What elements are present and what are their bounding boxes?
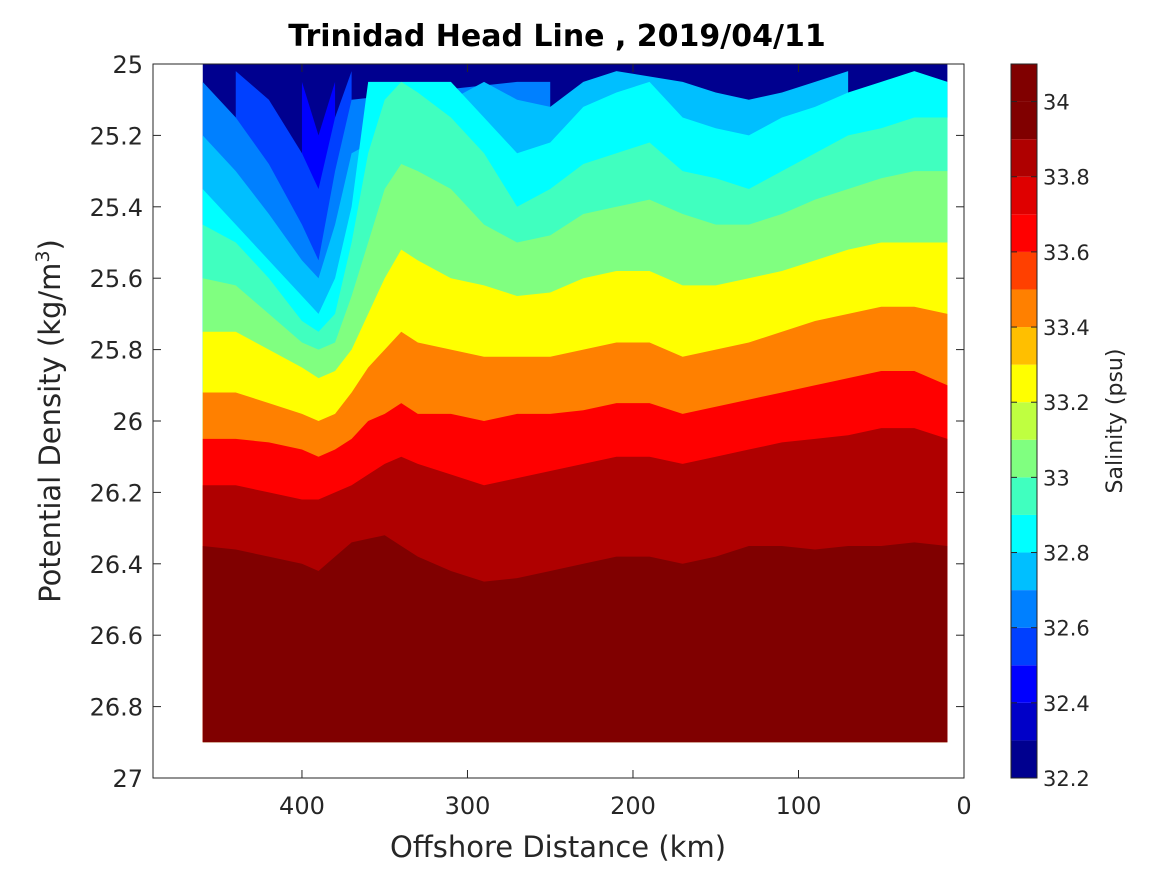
colorbar-band — [1011, 402, 1037, 440]
y-axis-label-main: Potential Density (kg/m — [33, 263, 67, 603]
y-tick-label: 25.4 — [90, 194, 143, 222]
y-tick-label: 27 — [112, 765, 143, 793]
colorbar-tick-label: 32.8 — [1043, 542, 1090, 566]
y-tick-label: 26.8 — [90, 694, 143, 722]
colorbar-tick-label: 33.2 — [1043, 391, 1090, 415]
y-axis-label: Potential Density (kg/m3) — [32, 239, 67, 603]
colorbar-tick-label: 32.6 — [1043, 617, 1090, 641]
y-tick-label: 26.4 — [90, 551, 143, 579]
colorbar-tick-label: 32.2 — [1043, 767, 1090, 791]
y-axis-label-close: ) — [33, 239, 67, 250]
x-axis-label: Offshore Distance (km) — [390, 830, 726, 864]
plot-area: 400 300 200 100 0 25 25.2 25.4 25.6 25.8 26 26.2 26… — [90, 51, 972, 820]
x-tick-label: 300 — [445, 792, 491, 820]
colorbar-band — [1011, 702, 1037, 741]
colorbar-band — [1011, 627, 1037, 666]
colorbar-band — [1011, 327, 1037, 365]
colorbar-band — [1011, 101, 1037, 140]
chart-title: Trinidad Head Line , 2019/04/11 — [288, 19, 825, 54]
colorbar-ticks: 32.2 32.4 32.6 32.8 33 33.2 33.4 33.6 33.8 34 — [1011, 91, 1090, 791]
colorbar-bands — [1011, 64, 1037, 778]
colorbar-band — [1011, 251, 1037, 290]
colorbar-band — [1011, 364, 1037, 403]
colorbar-band — [1011, 176, 1037, 215]
colorbar-band — [1011, 64, 1037, 102]
colorbar-label: Salinity (psu) — [1103, 349, 1128, 494]
colorbar-band — [1011, 439, 1037, 478]
colorbar-tick-label: 33.4 — [1043, 316, 1090, 340]
x-tick-label: 100 — [776, 792, 822, 820]
y-tick-label: 25 — [112, 51, 143, 79]
y-tick-label: 25.6 — [90, 265, 143, 293]
colorbar-band — [1011, 552, 1037, 591]
y-tick-label: 26.6 — [90, 622, 143, 650]
y-tick-label: 26.2 — [90, 479, 143, 507]
colorbar-band — [1011, 590, 1037, 628]
y-axis-ticks: 25 25.2 25.4 25.6 25.8 26 26.2 26.4 26.6 26.8 27 — [90, 51, 964, 793]
colorbar-tick-label: 32.4 — [1043, 692, 1090, 716]
y-tick-label: 26 — [112, 408, 143, 436]
colorbar-band — [1011, 139, 1037, 177]
x-tick-label: 0 — [956, 792, 971, 820]
colorbar-band — [1011, 740, 1037, 778]
colorbar-band — [1011, 514, 1037, 553]
colorbar: 32.2 32.4 32.6 32.8 33 33.2 33.4 33.6 33.8 34 Sal… — [1010, 63, 1128, 791]
contour-fill-34-05 — [202, 599, 948, 743]
x-tick-label: 400 — [279, 792, 325, 820]
colorbar-tick-label: 33 — [1043, 466, 1070, 490]
x-tick-label: 200 — [610, 792, 656, 820]
contour-fill-layers — [202, 64, 948, 743]
y-tick-label: 25.2 — [90, 122, 143, 150]
x-axis-ticks: 400 300 200 100 0 — [279, 64, 972, 820]
colorbar-band — [1011, 477, 1037, 515]
colorbar-tick-label: 34 — [1043, 91, 1070, 115]
colorbar-band — [1011, 289, 1037, 328]
y-tick-label: 25.8 — [90, 337, 143, 365]
colorbar-band — [1011, 214, 1037, 252]
colorbar-tick-label: 33.8 — [1043, 166, 1090, 190]
colorbar-tick-label: 33.6 — [1043, 241, 1090, 265]
colorbar-band — [1011, 665, 1037, 703]
y-axis-label-superscript: 3 — [32, 250, 54, 262]
